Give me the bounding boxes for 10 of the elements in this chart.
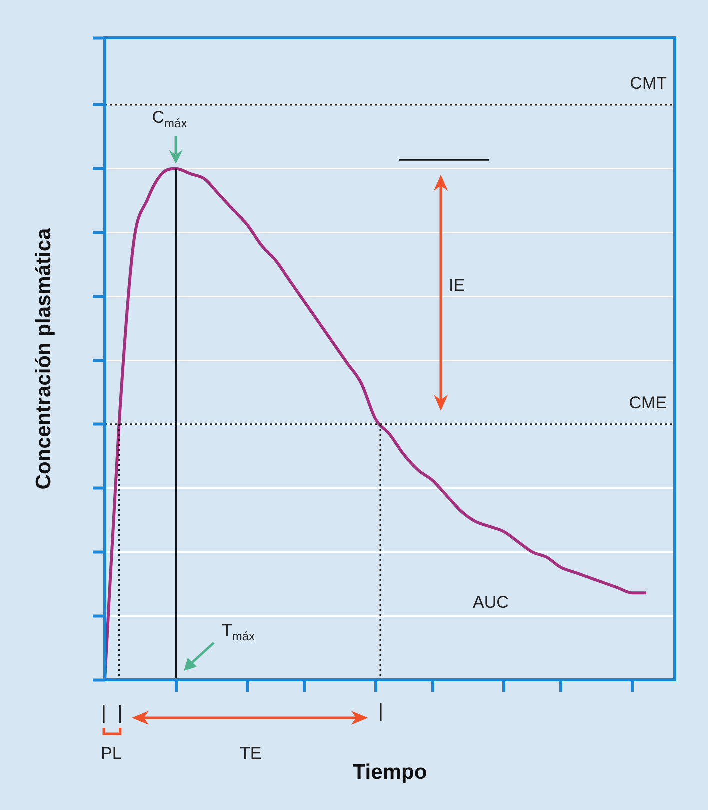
annotation: T$_{máx}$	[222, 621, 256, 644]
ref-line-label: CMT	[630, 74, 667, 94]
ref-line-label: CME	[629, 394, 667, 413]
text: TE	[240, 744, 262, 763]
text: PL	[101, 744, 122, 763]
annotation: AUC	[473, 593, 509, 612]
y-axis-title: Concentración plasmática	[32, 228, 56, 490]
text: C$_{máx}$	[152, 108, 188, 130]
x-axis-title: Tiempo	[352, 761, 428, 784]
annotation: IE	[449, 276, 466, 295]
